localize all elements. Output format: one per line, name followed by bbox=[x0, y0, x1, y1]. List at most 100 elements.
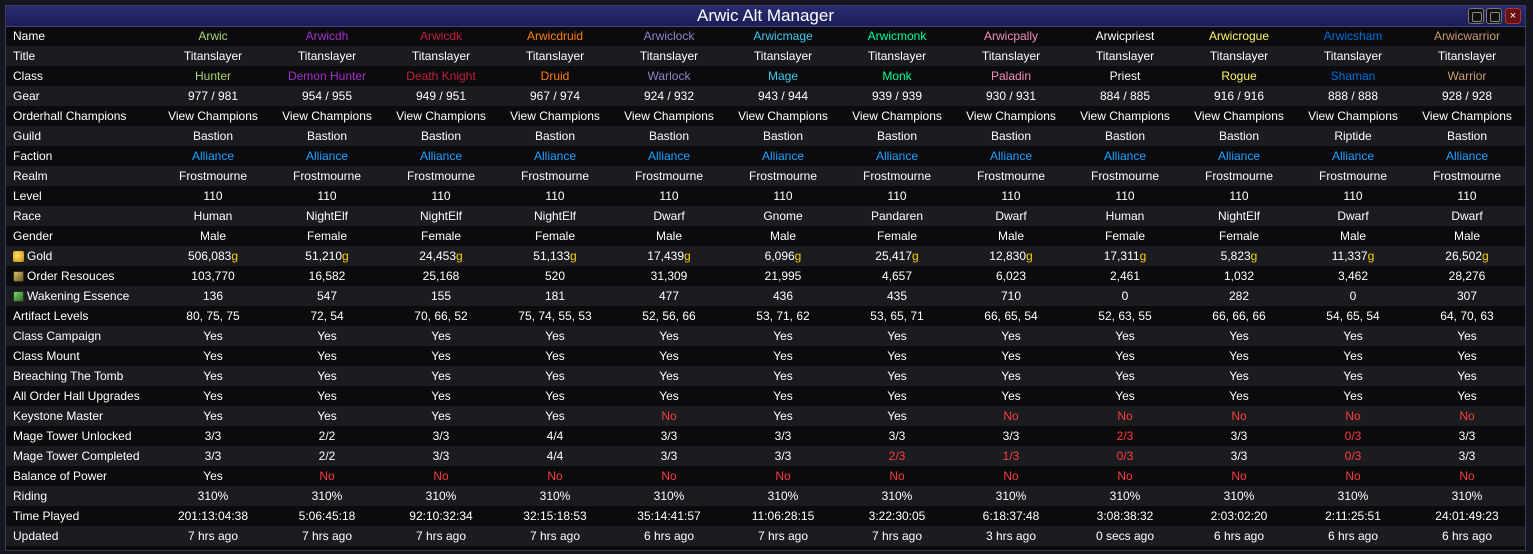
cell-keystone: Yes bbox=[726, 409, 840, 423]
cell-played: 92:10:32:34 bbox=[384, 509, 498, 523]
cell-name[interactable]: Arwiclock bbox=[612, 29, 726, 43]
cell-updated: 6 hrs ago bbox=[1410, 529, 1524, 543]
cell-champions[interactable]: View Champions bbox=[384, 109, 498, 123]
cell-value: Titanslayer bbox=[981, 49, 1041, 63]
cell-updated: 6 hrs ago bbox=[1296, 529, 1410, 543]
cell-order: 1,032 bbox=[1182, 269, 1296, 283]
cell-keystone: Yes bbox=[156, 409, 270, 423]
cell-value: Dwarf bbox=[653, 209, 685, 223]
cell-value: Yes bbox=[317, 329, 337, 343]
cell-value: View Champions bbox=[396, 109, 486, 123]
row-gold: Gold 506,083g 51,210g 24,453g 51,133g 17,439g… bbox=[6, 246, 1525, 266]
gold-suffix: g bbox=[794, 249, 802, 263]
cell-value: 1,032 bbox=[1223, 269, 1255, 283]
cell-champions[interactable]: View Champions bbox=[726, 109, 840, 123]
cell-gold: 51,210g bbox=[270, 249, 384, 263]
cell-upgrades: Yes bbox=[156, 389, 270, 403]
cell-realm: Frostmourne bbox=[1410, 169, 1524, 183]
cell-value: Yes bbox=[1001, 389, 1021, 403]
cell-value: 53, 71, 62 bbox=[756, 309, 810, 323]
cell-value: Demon Hunter bbox=[287, 69, 367, 83]
row-realm: Realm Frostmourne Frostmourne Frostmourne Fr… bbox=[6, 166, 1525, 186]
cell-value: No bbox=[1459, 469, 1475, 483]
cell-order: 2,461 bbox=[1068, 269, 1182, 283]
cell-tower_unlocked: 3/3 bbox=[726, 429, 840, 443]
cell-value: Dwarf bbox=[1451, 209, 1483, 223]
cell-race: Dwarf bbox=[612, 209, 726, 223]
cell-order: 520 bbox=[498, 269, 612, 283]
cell-name[interactable]: Arwicwarrior bbox=[1410, 29, 1524, 43]
row-label: Balance of Power bbox=[6, 469, 156, 483]
cell-riding: 310% bbox=[612, 489, 726, 503]
cell-updated: 3 hrs ago bbox=[954, 529, 1068, 543]
cell-value: No bbox=[1231, 409, 1247, 423]
cell-value: Yes bbox=[773, 329, 793, 343]
cell-name[interactable]: Arwicpriest bbox=[1068, 29, 1182, 43]
cell-essence: 710 bbox=[954, 289, 1068, 303]
cell-name[interactable]: Arwicrogue bbox=[1182, 29, 1296, 43]
row-label: Mage Tower Completed bbox=[6, 449, 156, 463]
cell-value: Yes bbox=[1343, 349, 1363, 363]
close-button[interactable]: × bbox=[1505, 8, 1521, 24]
cell-upgrades: Yes bbox=[384, 389, 498, 403]
cell-champions[interactable]: View Champions bbox=[840, 109, 954, 123]
cell-value: Frostmourne bbox=[976, 169, 1046, 183]
cell-name[interactable]: Arwicsham bbox=[1296, 29, 1410, 43]
cell-keystone: No bbox=[1068, 409, 1182, 423]
cell-champions[interactable]: View Champions bbox=[1296, 109, 1410, 123]
cell-keystone: Yes bbox=[840, 409, 954, 423]
cell-champions[interactable]: View Champions bbox=[612, 109, 726, 123]
cell-value: Yes bbox=[545, 409, 565, 423]
row-label: Guild bbox=[6, 129, 156, 143]
cell-campaign: Yes bbox=[840, 329, 954, 343]
row-label: Title bbox=[6, 49, 156, 63]
cell-champions[interactable]: View Champions bbox=[954, 109, 1068, 123]
cell-balance: No bbox=[1068, 469, 1182, 483]
cell-value: Alliance bbox=[1445, 149, 1489, 163]
cell-name[interactable]: Arwic bbox=[156, 29, 270, 43]
cell-value: 110 bbox=[1229, 189, 1249, 203]
cell-value: 310% bbox=[995, 489, 1027, 503]
cell-value: Male bbox=[769, 229, 796, 243]
cell-updated: 7 hrs ago bbox=[726, 529, 840, 543]
cell-value: Yes bbox=[431, 369, 451, 383]
cell-title: Titanslayer bbox=[726, 49, 840, 63]
cell-value: 6 hrs ago bbox=[1327, 529, 1379, 543]
cell-essence: 181 bbox=[498, 289, 612, 303]
cell-name[interactable]: Arwicdk bbox=[384, 29, 498, 43]
cell-value: Yes bbox=[1457, 389, 1477, 403]
row-label: Order Resouces bbox=[6, 269, 156, 283]
cell-champions[interactable]: View Champions bbox=[270, 109, 384, 123]
cell-name[interactable]: Arwicdruid bbox=[498, 29, 612, 43]
cell-name[interactable]: Arwicmonk bbox=[840, 29, 954, 43]
cell-value: Yes bbox=[545, 349, 565, 363]
cell-value: Bastion bbox=[534, 129, 576, 143]
cell-champions[interactable]: View Champions bbox=[1182, 109, 1296, 123]
row-updated: Updated 7 hrs ago 7 hrs ago 7 hrs ago 7 hrs … bbox=[6, 526, 1525, 546]
cell-updated: 7 hrs ago bbox=[498, 529, 612, 543]
title-bar[interactable]: Arwic Alt Manager × bbox=[6, 6, 1525, 27]
cell-value: 6 hrs ago bbox=[643, 529, 695, 543]
cell-value: Female bbox=[876, 229, 917, 243]
cell-balance: No bbox=[726, 469, 840, 483]
row-label: Breaching The Tomb bbox=[6, 369, 156, 383]
cell-name[interactable]: Arwicpally bbox=[954, 29, 1068, 43]
cell-value: 310% bbox=[1223, 489, 1255, 503]
cell-value: 310% bbox=[425, 489, 457, 503]
cell-champions[interactable]: View Champions bbox=[156, 109, 270, 123]
row-label: Class Campaign bbox=[6, 329, 156, 343]
cell-value: 2/2 bbox=[318, 449, 336, 463]
cell-race: Human bbox=[1068, 209, 1182, 223]
cell-name[interactable]: Arwicdh bbox=[270, 29, 384, 43]
cell-champions[interactable]: View Champions bbox=[1068, 109, 1182, 123]
settings-button[interactable] bbox=[1468, 8, 1484, 24]
cell-value: 930 / 931 bbox=[985, 89, 1037, 103]
cell-tower_unlocked: 3/3 bbox=[1410, 429, 1524, 443]
cell-champions[interactable]: View Champions bbox=[1410, 109, 1524, 123]
cell-value: 282 bbox=[1228, 289, 1250, 303]
toggle-button[interactable] bbox=[1486, 8, 1502, 24]
cell-value: Hunter bbox=[194, 69, 232, 83]
cell-champions[interactable]: View Champions bbox=[498, 109, 612, 123]
cell-value: Bastion bbox=[192, 129, 234, 143]
cell-name[interactable]: Arwicmage bbox=[726, 29, 840, 43]
